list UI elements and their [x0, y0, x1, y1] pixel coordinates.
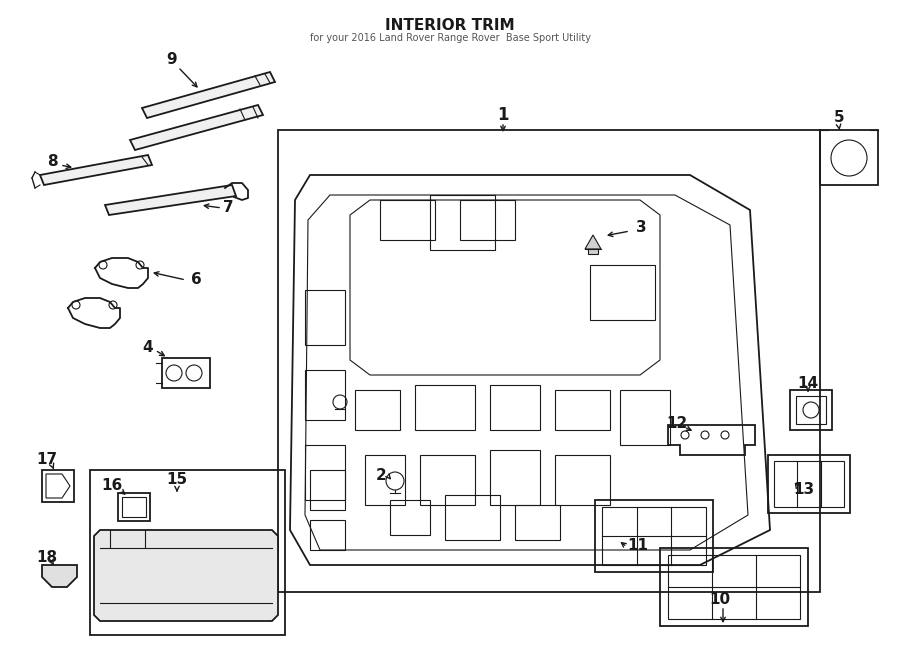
Text: 6: 6 [191, 272, 202, 288]
Bar [305, 370, 345, 420]
Polygon shape [105, 185, 236, 215]
Polygon shape [142, 72, 275, 118]
Bar [555, 455, 610, 505]
Bar [588, 249, 598, 254]
Bar [490, 385, 540, 430]
Bar [590, 265, 655, 320]
Bar [42, 470, 74, 502]
Bar [118, 493, 150, 521]
Bar [660, 548, 808, 626]
Bar [390, 500, 430, 535]
Bar [555, 390, 610, 430]
Bar [305, 290, 345, 345]
Bar [420, 455, 475, 505]
Bar [355, 390, 400, 430]
Text: 8: 8 [47, 155, 58, 169]
Bar [415, 385, 475, 430]
Text: 16: 16 [102, 479, 122, 494]
Bar [768, 455, 850, 513]
Bar [122, 497, 146, 517]
Bar [790, 390, 832, 430]
Text: 18: 18 [36, 551, 58, 566]
Polygon shape [130, 105, 263, 150]
Text: 17: 17 [36, 453, 58, 467]
Bar [445, 495, 500, 540]
Text: 1: 1 [497, 106, 508, 124]
Text: 3: 3 [635, 221, 646, 235]
Bar [490, 450, 540, 505]
Bar [90, 470, 285, 635]
Bar [620, 390, 670, 445]
Bar [310, 470, 345, 510]
Polygon shape [585, 235, 601, 249]
Bar [305, 445, 345, 500]
Bar [774, 461, 844, 507]
Bar [820, 130, 878, 185]
Text: 14: 14 [797, 375, 819, 391]
Polygon shape [94, 530, 278, 621]
Text: INTERIOR TRIM: INTERIOR TRIM [385, 18, 515, 33]
Bar [668, 555, 800, 619]
Text: 9: 9 [166, 52, 177, 67]
Bar [162, 358, 210, 388]
Bar [365, 455, 405, 505]
Bar [380, 200, 435, 240]
Text: 12: 12 [666, 416, 688, 430]
Bar [796, 396, 826, 424]
Text: 11: 11 [627, 537, 649, 553]
Bar [430, 195, 495, 250]
Bar [602, 507, 706, 565]
Text: 7: 7 [222, 200, 233, 215]
Text: 2: 2 [375, 469, 386, 483]
Text: 4: 4 [143, 340, 153, 354]
Bar [595, 500, 713, 572]
Polygon shape [40, 155, 152, 185]
Text: 15: 15 [166, 471, 187, 486]
Bar [310, 520, 345, 550]
Bar [278, 130, 820, 592]
Text: 10: 10 [709, 592, 731, 607]
Text: 13: 13 [794, 483, 814, 498]
Polygon shape [42, 565, 77, 587]
Text: 5: 5 [833, 110, 844, 126]
Text: for your 2016 Land Rover Range Rover  Base Sport Utility: for your 2016 Land Rover Range Rover Bas… [310, 33, 590, 43]
Bar [460, 200, 515, 240]
Bar [515, 505, 560, 540]
